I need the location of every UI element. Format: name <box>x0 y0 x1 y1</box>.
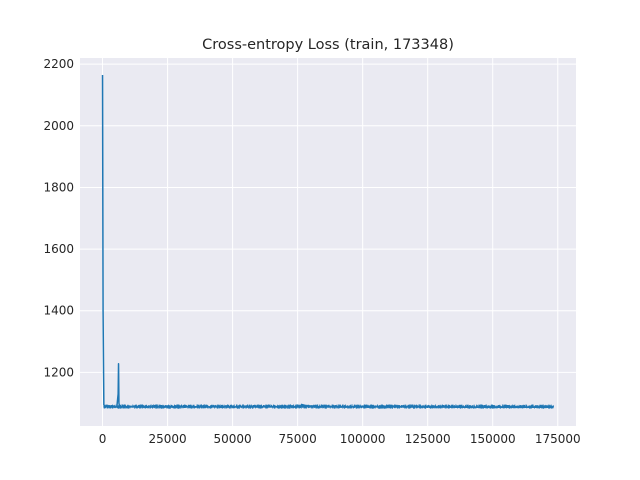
y-tick-label: 1800 <box>43 180 74 194</box>
x-tick-label: 75000 <box>279 432 317 446</box>
y-tick-label: 1600 <box>43 242 74 256</box>
x-tick-labels: 0 25000 50000 75000 100000 125000 150000 175000 <box>99 432 581 446</box>
x-tick-label: 100000 <box>340 432 386 446</box>
x-tick-label: 175000 <box>535 432 581 446</box>
plot-background <box>80 58 576 426</box>
y-tick-label: 2000 <box>43 119 74 133</box>
x-grid <box>102 58 559 426</box>
x-tick-label: 125000 <box>405 432 451 446</box>
chart-title: Cross-entropy Loss (train, 173348) <box>202 37 454 53</box>
x-tick-label: 150000 <box>470 432 516 446</box>
y-tick-labels: 1200 1400 1600 1800 2000 2200 <box>43 57 74 379</box>
x-tick-label: 25000 <box>148 432 186 446</box>
y-tick-label: 1400 <box>43 304 74 318</box>
x-tick-label: 50000 <box>214 432 252 446</box>
y-tick-label: 2200 <box>43 57 74 71</box>
y-tick-label: 1200 <box>43 365 74 379</box>
loss-series-line <box>101 74 554 408</box>
y-grid <box>80 63 576 373</box>
x-tick-label: 0 <box>99 432 107 446</box>
